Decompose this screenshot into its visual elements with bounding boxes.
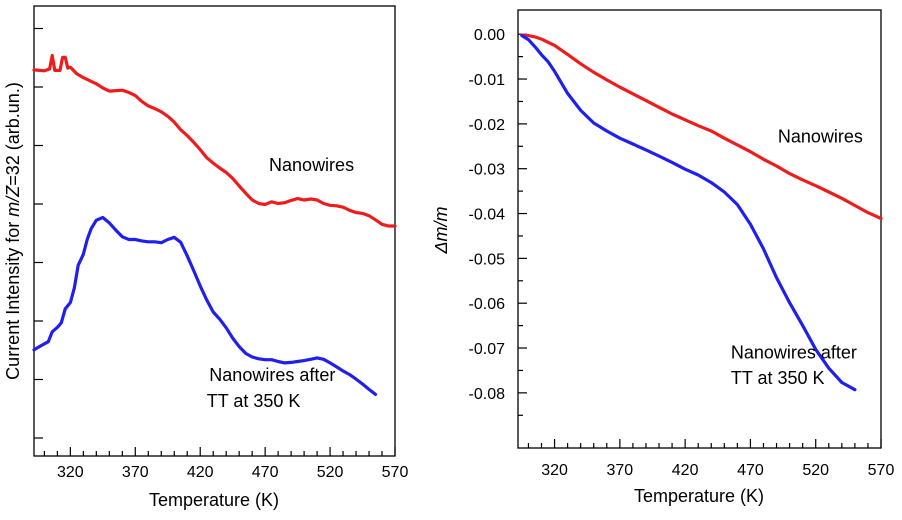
right-series-group xyxy=(520,33,883,392)
y-tick-label-8: -0.08 xyxy=(469,386,506,403)
x-tick-label-470: 470 xyxy=(737,462,764,479)
right-plot-frame xyxy=(517,9,882,449)
y-tick-label-4: -0.04 xyxy=(469,207,506,224)
x-tick-label-320: 320 xyxy=(57,464,84,481)
left-x-axis-label: Temperature (K) xyxy=(149,490,279,510)
y-tick-label-7: -0.07 xyxy=(469,341,506,358)
left-label-tt-line2: TT at 350 K xyxy=(207,391,301,411)
y-tick-label-2: -0.02 xyxy=(469,117,506,134)
right-series-line-nanowires xyxy=(520,33,883,221)
x-tick-label-370: 370 xyxy=(606,462,633,479)
left-label-nanowires: Nanowires xyxy=(269,155,354,175)
left-y-axis-label: Current Intensity for m/Z=32 (arb.un.) xyxy=(3,82,23,380)
left-chart-panel: 320 370 420 470 520 570 Nanowires Nanowires af… xyxy=(3,5,409,510)
right-annotations: Nanowires Nanowires after TT at 350 K xyxy=(731,127,863,388)
right-series-line-nanowires-after-tt xyxy=(520,33,857,392)
left-series-group xyxy=(32,53,397,396)
left-series-line-nanowires xyxy=(32,53,397,228)
left-series-line-nanowires-after-tt xyxy=(32,215,378,396)
left-plot-frame xyxy=(33,5,396,457)
x-tick-label-420: 420 xyxy=(187,464,214,481)
right-chart-panel: 320 370 420 470 520 570 0.00 -0.01 -0.02 -0.03 -0… xyxy=(431,9,895,506)
right-label-tt-line1: Nanowires after xyxy=(731,342,857,362)
right-label-tt-line2: TT at 350 K xyxy=(731,368,825,388)
y-tick-label-1: -0.01 xyxy=(469,72,506,89)
left-label-tt-line1: Nanowires after xyxy=(209,365,335,385)
right-label-nanowires: Nanowires xyxy=(778,127,863,147)
y-tick-label-0: 0.00 xyxy=(474,27,505,44)
x-tick-label-570: 570 xyxy=(382,464,409,481)
x-tick-label-420: 420 xyxy=(672,462,699,479)
left-annotations: Nanowires Nanowires after TT at 350 K xyxy=(207,155,354,411)
right-x-ticks: 320 370 420 470 520 570 xyxy=(527,439,895,479)
x-tick-label-370: 370 xyxy=(122,464,149,481)
left-x-ticks: 320 370 420 470 520 570 xyxy=(43,447,409,481)
y-tick-label-5: -0.05 xyxy=(469,251,506,268)
x-tick-label-520: 520 xyxy=(317,464,344,481)
left-y-ticks xyxy=(34,27,43,439)
right-y-ticks: 0.00 -0.01 -0.02 -0.03 -0.04 -0.05 -0.06 -0.07 -… xyxy=(469,27,527,416)
x-tick-label-320: 320 xyxy=(541,462,568,479)
x-tick-label-570: 570 xyxy=(868,462,895,479)
y-tick-label-3: -0.03 xyxy=(469,162,506,179)
right-x-axis-label: Temperature (K) xyxy=(634,486,764,506)
y-tick-label-6: -0.06 xyxy=(469,296,506,313)
x-tick-label-520: 520 xyxy=(802,462,829,479)
right-y-axis-label: Δm/m xyxy=(431,206,451,254)
x-tick-label-470: 470 xyxy=(252,464,279,481)
